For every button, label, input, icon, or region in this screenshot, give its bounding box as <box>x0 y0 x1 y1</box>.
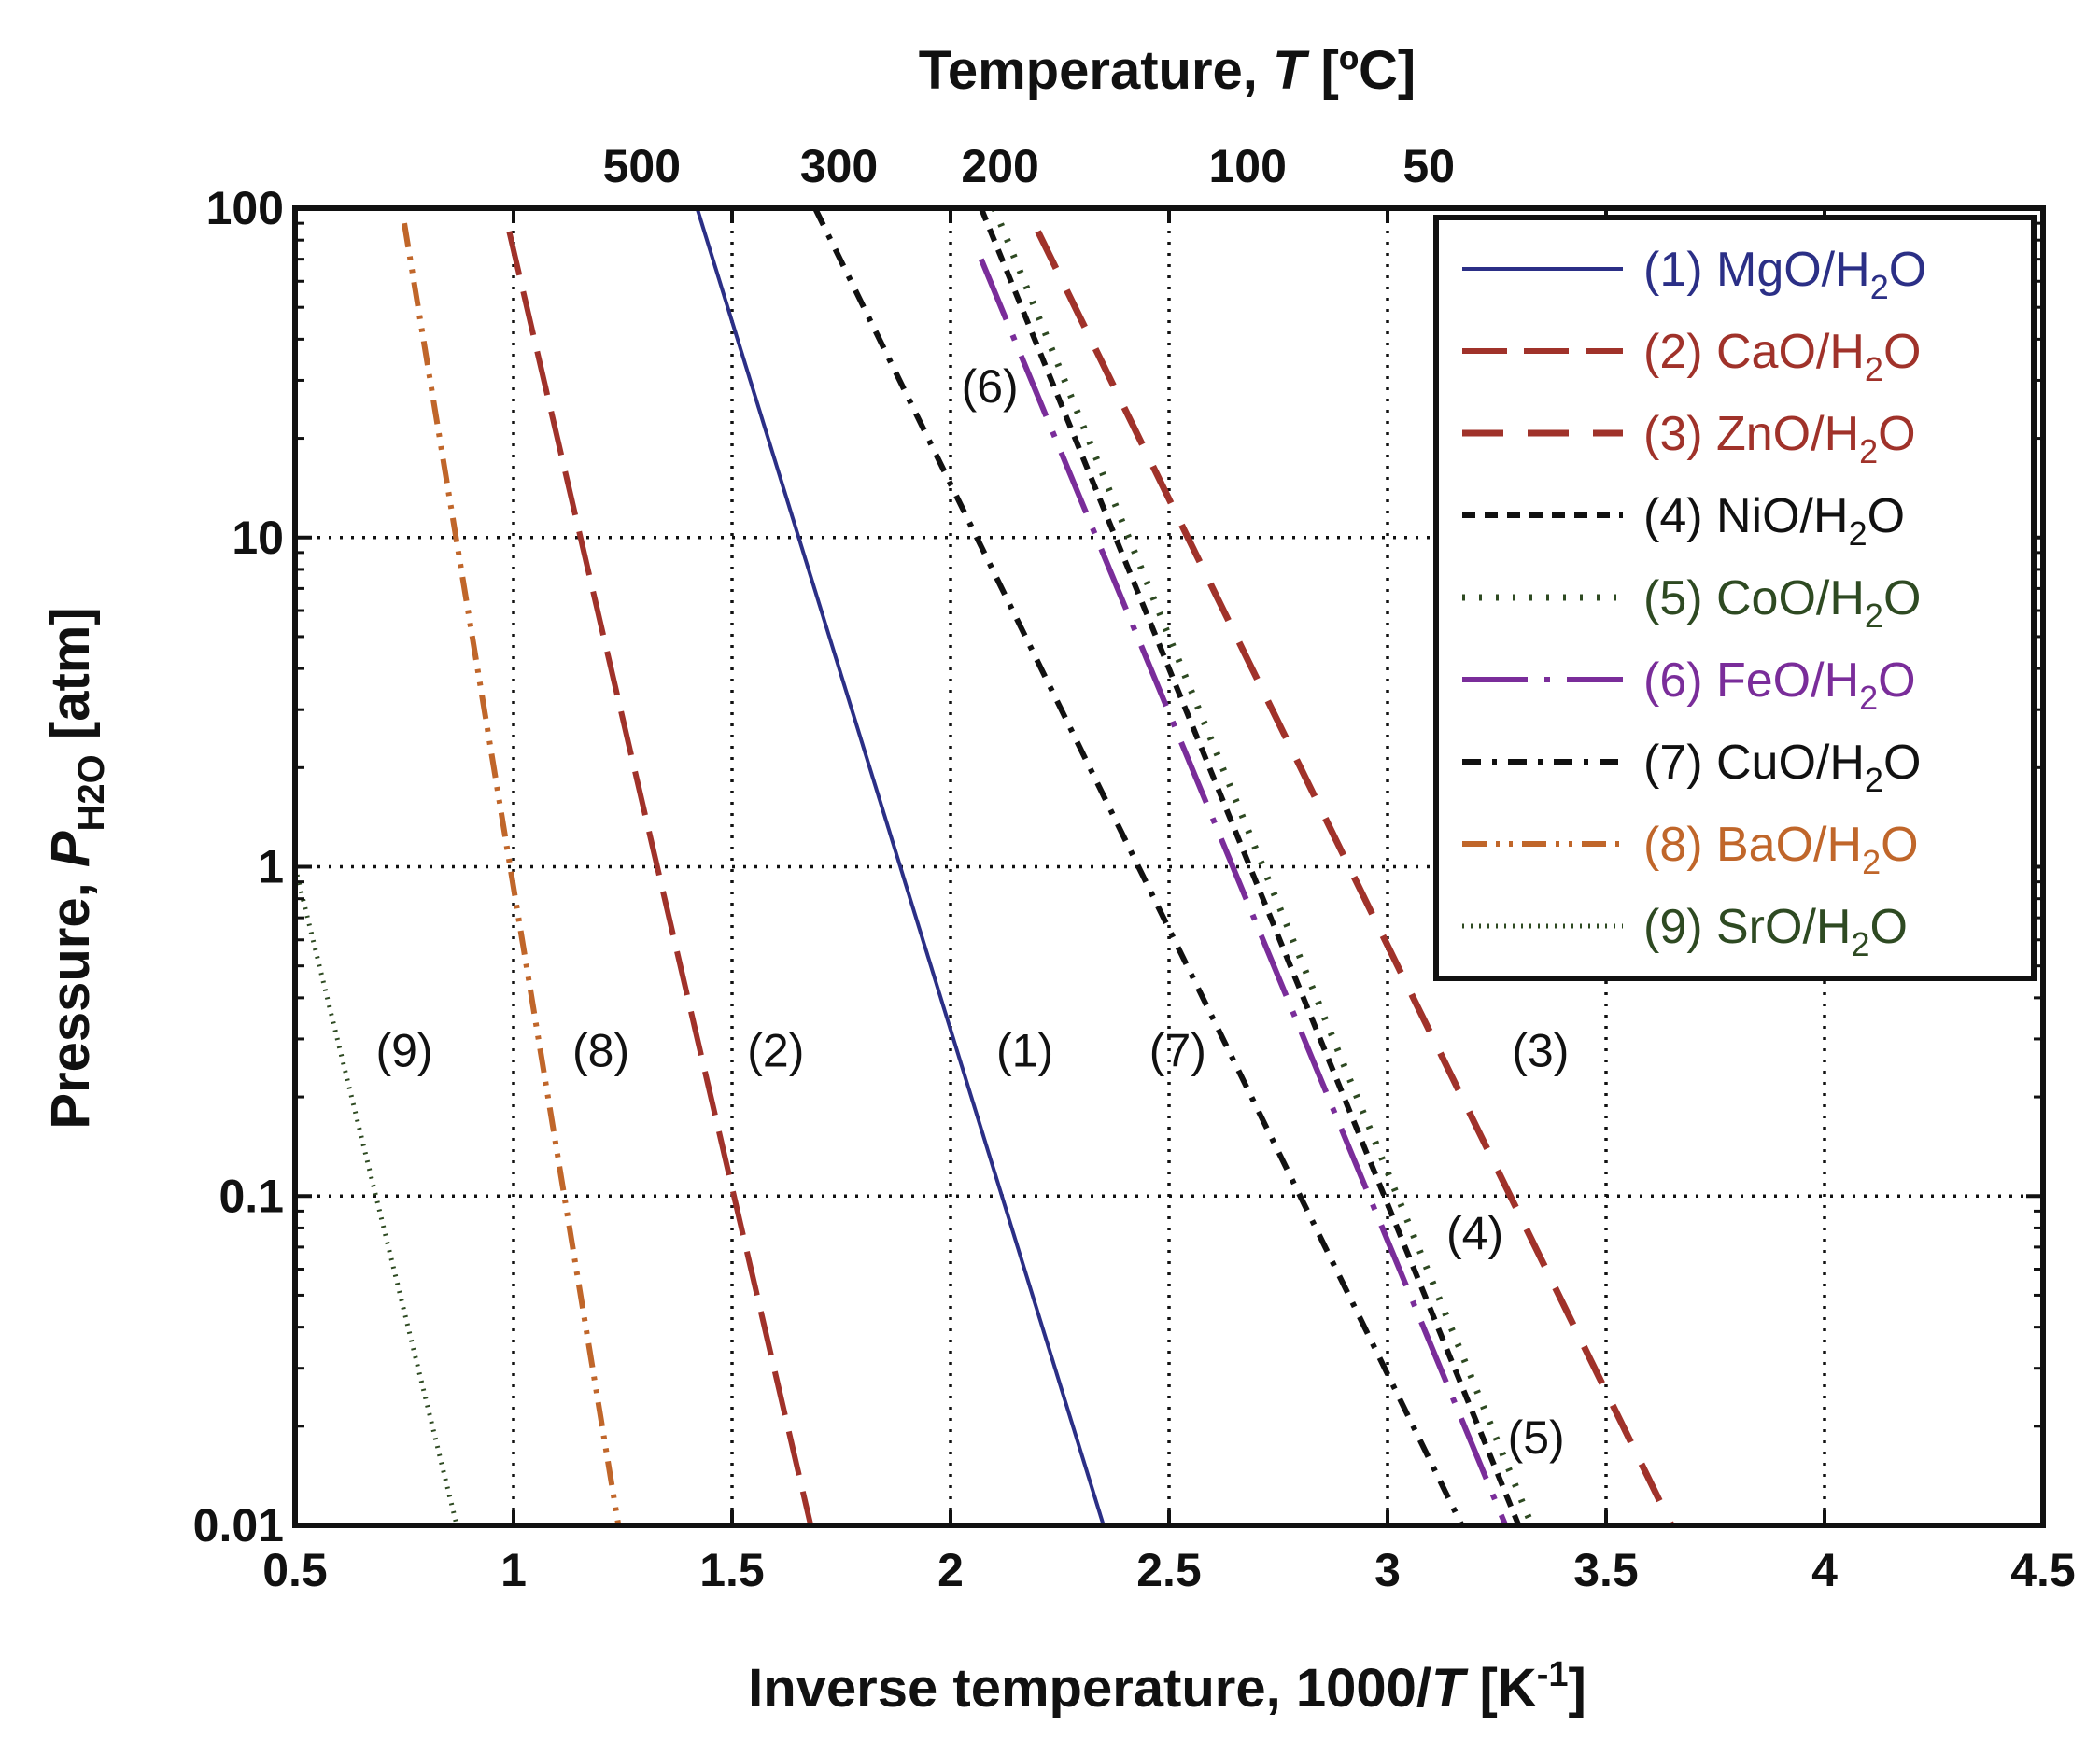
top-tick-label: 300 <box>800 140 878 192</box>
series-line-7 <box>812 206 1465 1527</box>
x-tick-label: 3.5 <box>1573 1544 1639 1596</box>
series-line-5 <box>991 206 1535 1527</box>
top-axis-ticks: 500 300 200 100 50 <box>603 140 1455 192</box>
legend-label-3: (3) ZnO/H2O <box>1643 407 1916 470</box>
legend-frame <box>1433 215 2037 981</box>
italic-symbol: T <box>1273 40 1310 101</box>
top-axis-title: Temperature, T [ºC] <box>919 40 1416 101</box>
series-line-1 <box>695 207 1106 1526</box>
top-tick-label: 500 <box>603 140 681 192</box>
curve-tag: (9) <box>375 1024 432 1076</box>
top-axis-title-text: Temperature, T [ºC] <box>919 40 1416 101</box>
series-line-6 <box>978 258 1509 1527</box>
x-tick-label: 2.5 <box>1136 1544 1202 1596</box>
legend: (1) MgO/H2O (2) CaO/H2O (3) ZnO/H2O (4) NiO… <box>1433 215 2037 981</box>
x-tick-label: 2 <box>937 1544 964 1596</box>
curve-tag: (1) <box>996 1024 1053 1076</box>
legend-label-2: (2) CaO/H2O <box>1643 325 1921 388</box>
x-axis-ticks: 0.5 1 1.5 2 2.5 3 3.5 4 4.5 <box>262 208 2076 1596</box>
legend-label-6: (6) FeO/H2O <box>1643 653 1916 717</box>
data-series <box>292 206 1675 1527</box>
top-tick-label: 50 <box>1402 140 1455 192</box>
series-line-3 <box>1035 230 1675 1527</box>
curve-tag: (2) <box>747 1024 804 1076</box>
legend-label-1: (1) MgO/H2O <box>1643 243 1926 306</box>
x-tick-label: 3 <box>1374 1544 1401 1596</box>
y-axis-title: Pressure, PH2O [atm] <box>40 607 112 1129</box>
y-tick-label: 100 <box>206 182 284 234</box>
curve-tag: (7) <box>1149 1024 1206 1076</box>
y-axis-ticks: 0.01 0.1 1 10 100 <box>193 182 2043 1551</box>
curve-tag: (3) <box>1512 1024 1569 1076</box>
italic-symbol: P <box>40 831 101 867</box>
y-axis-title-text: Pressure, PH2O [atm] <box>40 607 112 1129</box>
series-line-8 <box>402 222 622 1526</box>
y-tick-label: 0.01 <box>193 1499 284 1551</box>
y-tick-label: 0.1 <box>218 1170 284 1222</box>
y-tick-label: 1 <box>258 841 284 893</box>
curve-tag: (8) <box>572 1024 629 1076</box>
x-axis-title-text: Inverse temperature, 1000/T [K-1] <box>748 1655 1586 1719</box>
curve-tags: (9) (8) (2) (1) (7) (3) (6) (4) (5) <box>375 360 1569 1464</box>
x-tick-label: 1.5 <box>699 1544 765 1596</box>
series-line-4 <box>978 206 1522 1527</box>
curve-tag: (6) <box>962 360 1019 413</box>
x-tick-label: 4 <box>1811 1544 1838 1596</box>
series-line-2 <box>506 231 814 1526</box>
top-tick-label: 200 <box>961 140 1038 192</box>
x-axis-title: Inverse temperature, 1000/T [K-1] <box>748 1655 1586 1719</box>
superscript: -1 <box>1537 1655 1569 1694</box>
legend-label-7: (7) CuO/H2O <box>1643 736 1921 799</box>
after-subscript: [atm] <box>40 607 101 754</box>
x-tick-label: 0.5 <box>262 1544 328 1596</box>
x-tick-label: 1 <box>500 1544 527 1596</box>
x-tick-label: 4.5 <box>2010 1544 2076 1596</box>
italic-symbol: T <box>1431 1658 1469 1719</box>
legend-label-9: (9) SrO/H2O <box>1643 900 1908 963</box>
subscript: H2O <box>71 754 112 831</box>
after-superscript: ] <box>1569 1658 1586 1719</box>
curve-tag: (4) <box>1446 1208 1503 1260</box>
top-tick-label: 100 <box>1208 140 1286 192</box>
legend-label-4: (4) NiO/H2O <box>1643 489 1905 553</box>
legend-label-5: (5) CoO/H2O <box>1643 571 1921 635</box>
y-tick-label: 10 <box>232 512 284 564</box>
curve-tag: (5) <box>1508 1411 1565 1464</box>
legend-label-8: (8) BaO/H2O <box>1643 818 1919 881</box>
